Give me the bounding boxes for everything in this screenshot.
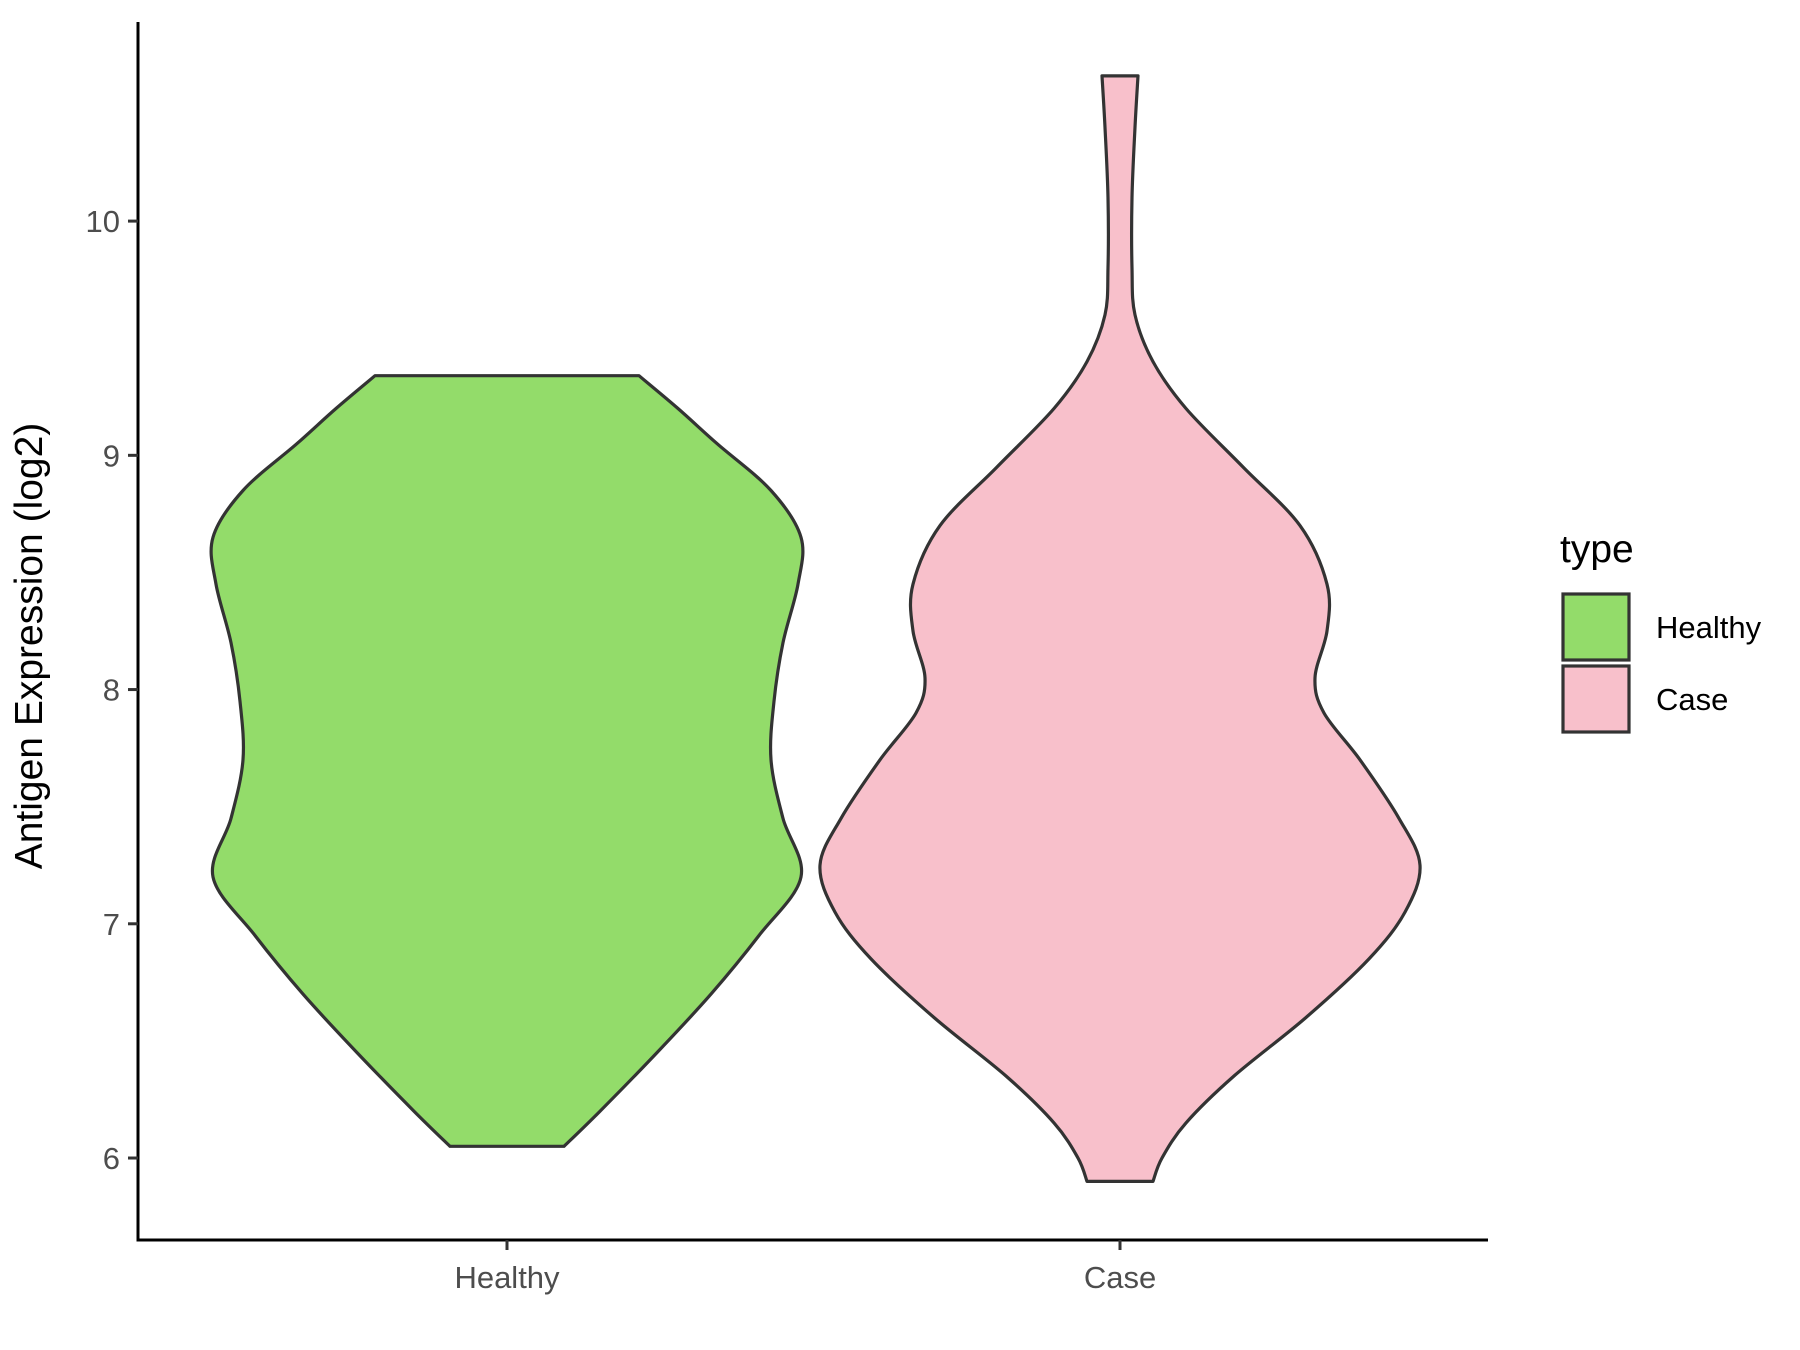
y-axis-title: Antigen Expression (log2) (8, 423, 51, 870)
violins (209, 74, 1422, 1183)
legend-entry-case: Case (1561, 664, 1728, 734)
y-tick-label: 9 (103, 438, 120, 473)
x-tick-label: Case (1084, 1260, 1156, 1295)
legend-title: type (1560, 528, 1634, 571)
y-tick-10: 10 (86, 204, 138, 239)
y-ticks: 6 7 8 9 10 (86, 204, 138, 1176)
axes (136, 22, 1488, 1242)
y-tick-8: 8 (103, 673, 138, 708)
legend-label: Case (1656, 682, 1728, 717)
y-tick-label: 10 (86, 204, 120, 239)
y-tick-9: 9 (103, 438, 138, 473)
violin-healthy (209, 374, 805, 1148)
x-ticks: Healthy Case (454, 1240, 1156, 1295)
x-tick-label: Healthy (454, 1260, 560, 1295)
legend-entries: Healthy Case (1561, 592, 1762, 734)
x-tick-healthy: Healthy (454, 1240, 560, 1295)
legend-swatch (1561, 592, 1631, 662)
x-tick-case: Case (1084, 1240, 1156, 1295)
y-tick-label: 8 (103, 673, 120, 708)
legend-swatch (1561, 664, 1631, 734)
y-tick-label: 6 (103, 1141, 120, 1176)
y-tick-7: 7 (103, 907, 138, 942)
legend-label: Healthy (1656, 610, 1762, 645)
legend: type Healthy Case (1560, 528, 1762, 734)
legend-entry-healthy: Healthy (1561, 592, 1762, 662)
violin-case (818, 74, 1422, 1183)
y-tick-6: 6 (103, 1141, 138, 1176)
y-tick-label: 7 (103, 907, 120, 942)
